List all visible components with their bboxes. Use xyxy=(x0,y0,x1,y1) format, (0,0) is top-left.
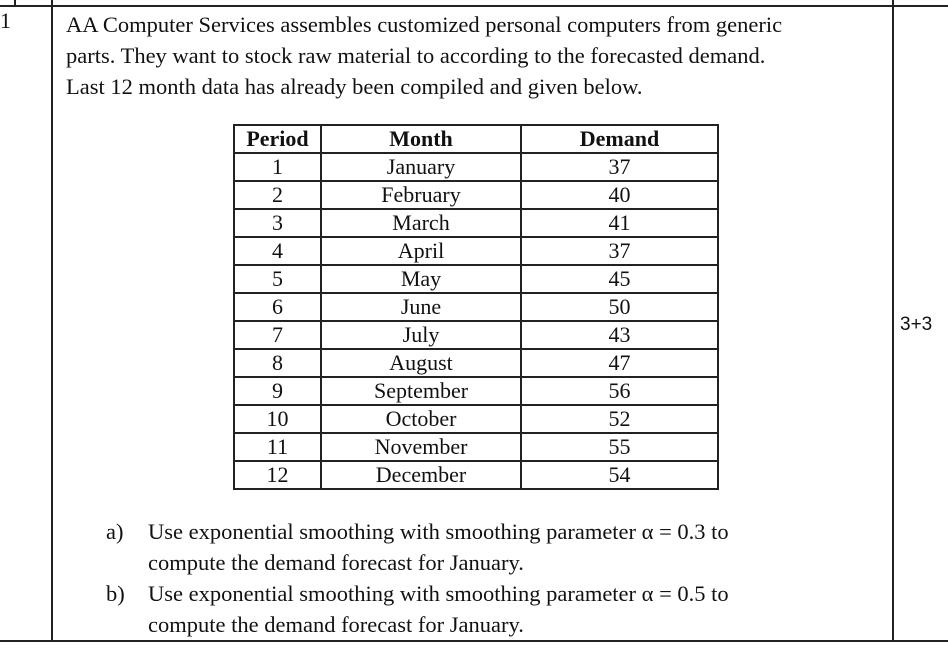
table-row: 10 October 52 xyxy=(233,404,719,434)
question-number: 1 xyxy=(0,8,11,33)
cell-period: 6 xyxy=(233,292,322,322)
cell-period: 8 xyxy=(233,348,322,378)
part-line: compute the demand forecast for January. xyxy=(148,550,524,575)
cell-period: 10 xyxy=(233,404,322,434)
intro-line: parts. They want to stock raw material t… xyxy=(66,43,766,68)
cell-period: 11 xyxy=(233,432,322,462)
cell-demand: 56 xyxy=(520,376,719,406)
header-demand: Demand xyxy=(520,124,719,154)
table-row: 11 November 55 xyxy=(233,432,719,462)
bottom-rule xyxy=(0,640,948,642)
marks: 3+3 xyxy=(900,314,933,335)
cell-period: 7 xyxy=(233,320,322,350)
part-line: Use exponential smoothing with smoothing… xyxy=(148,519,729,544)
right-column-rule xyxy=(892,0,894,642)
part-a: a) Use exponential smoothing with smooth… xyxy=(106,516,729,578)
cell-demand: 47 xyxy=(520,348,719,378)
cell-month: August xyxy=(320,348,522,378)
cell-demand: 41 xyxy=(520,208,719,238)
cell-demand: 37 xyxy=(520,152,719,182)
cell-month: October xyxy=(320,404,522,434)
table-row: 2 February 40 xyxy=(233,180,719,210)
part-line: Use exponential smoothing with smoothing… xyxy=(148,581,729,606)
table-header-row: Period Month Demand xyxy=(233,124,719,154)
cell-month: June xyxy=(320,292,522,322)
cell-month: March xyxy=(320,208,522,238)
table-row: 12 December 54 xyxy=(233,460,719,490)
cell-month: December xyxy=(320,460,522,490)
cell-month: April xyxy=(320,236,522,266)
table-row: 4 April 37 xyxy=(233,236,719,266)
cell-period: 12 xyxy=(233,460,322,490)
table-row: 6 June 50 xyxy=(233,292,719,322)
left-column-rule xyxy=(51,0,53,642)
table-row: 8 August 47 xyxy=(233,348,719,378)
question-parts: a) Use exponential smoothing with smooth… xyxy=(106,516,729,640)
cell-demand: 37 xyxy=(520,236,719,266)
cell-demand: 40 xyxy=(520,180,719,210)
table-row: 1 January 37 xyxy=(233,152,719,182)
header-month: Month xyxy=(320,124,522,154)
table-row: 7 July 43 xyxy=(233,320,719,350)
part-label: a) xyxy=(106,519,124,544)
cell-demand: 52 xyxy=(520,404,719,434)
cell-demand: 50 xyxy=(520,292,719,322)
header-period: Period xyxy=(233,124,322,154)
cell-month: November xyxy=(320,432,522,462)
cell-demand: 54 xyxy=(520,460,719,490)
cell-month: January xyxy=(320,152,522,182)
cell-month: February xyxy=(320,180,522,210)
demand-table: Period Month Demand 1 January 37 2 February 4… xyxy=(233,124,719,490)
cell-demand: 43 xyxy=(520,320,719,350)
cell-period: 5 xyxy=(233,264,322,294)
cell-month: September xyxy=(320,376,522,406)
question-intro: AA Computer Services assembles customize… xyxy=(66,9,886,102)
part-label: b) xyxy=(106,581,125,606)
intro-line: AA Computer Services assembles customize… xyxy=(66,12,783,37)
intro-line: Last 12 month data has already been comp… xyxy=(66,74,643,99)
part-b: b) Use exponential smoothing with smooth… xyxy=(106,578,729,640)
cell-period: 1 xyxy=(233,152,322,182)
cell-demand: 55 xyxy=(520,432,719,462)
cell-period: 9 xyxy=(233,376,322,406)
table-row: 5 May 45 xyxy=(233,264,719,294)
top-rule xyxy=(0,5,948,7)
cell-period: 2 xyxy=(233,180,322,210)
table-row: 9 September 56 xyxy=(233,376,719,406)
top-tick xyxy=(14,0,16,6)
cell-period: 4 xyxy=(233,236,322,266)
table-row: 3 March 41 xyxy=(233,208,719,238)
part-line: compute the demand forecast for January. xyxy=(148,612,524,637)
cell-demand: 45 xyxy=(520,264,719,294)
cell-month: May xyxy=(320,264,522,294)
cell-month: July xyxy=(320,320,522,350)
cell-period: 3 xyxy=(233,208,322,238)
